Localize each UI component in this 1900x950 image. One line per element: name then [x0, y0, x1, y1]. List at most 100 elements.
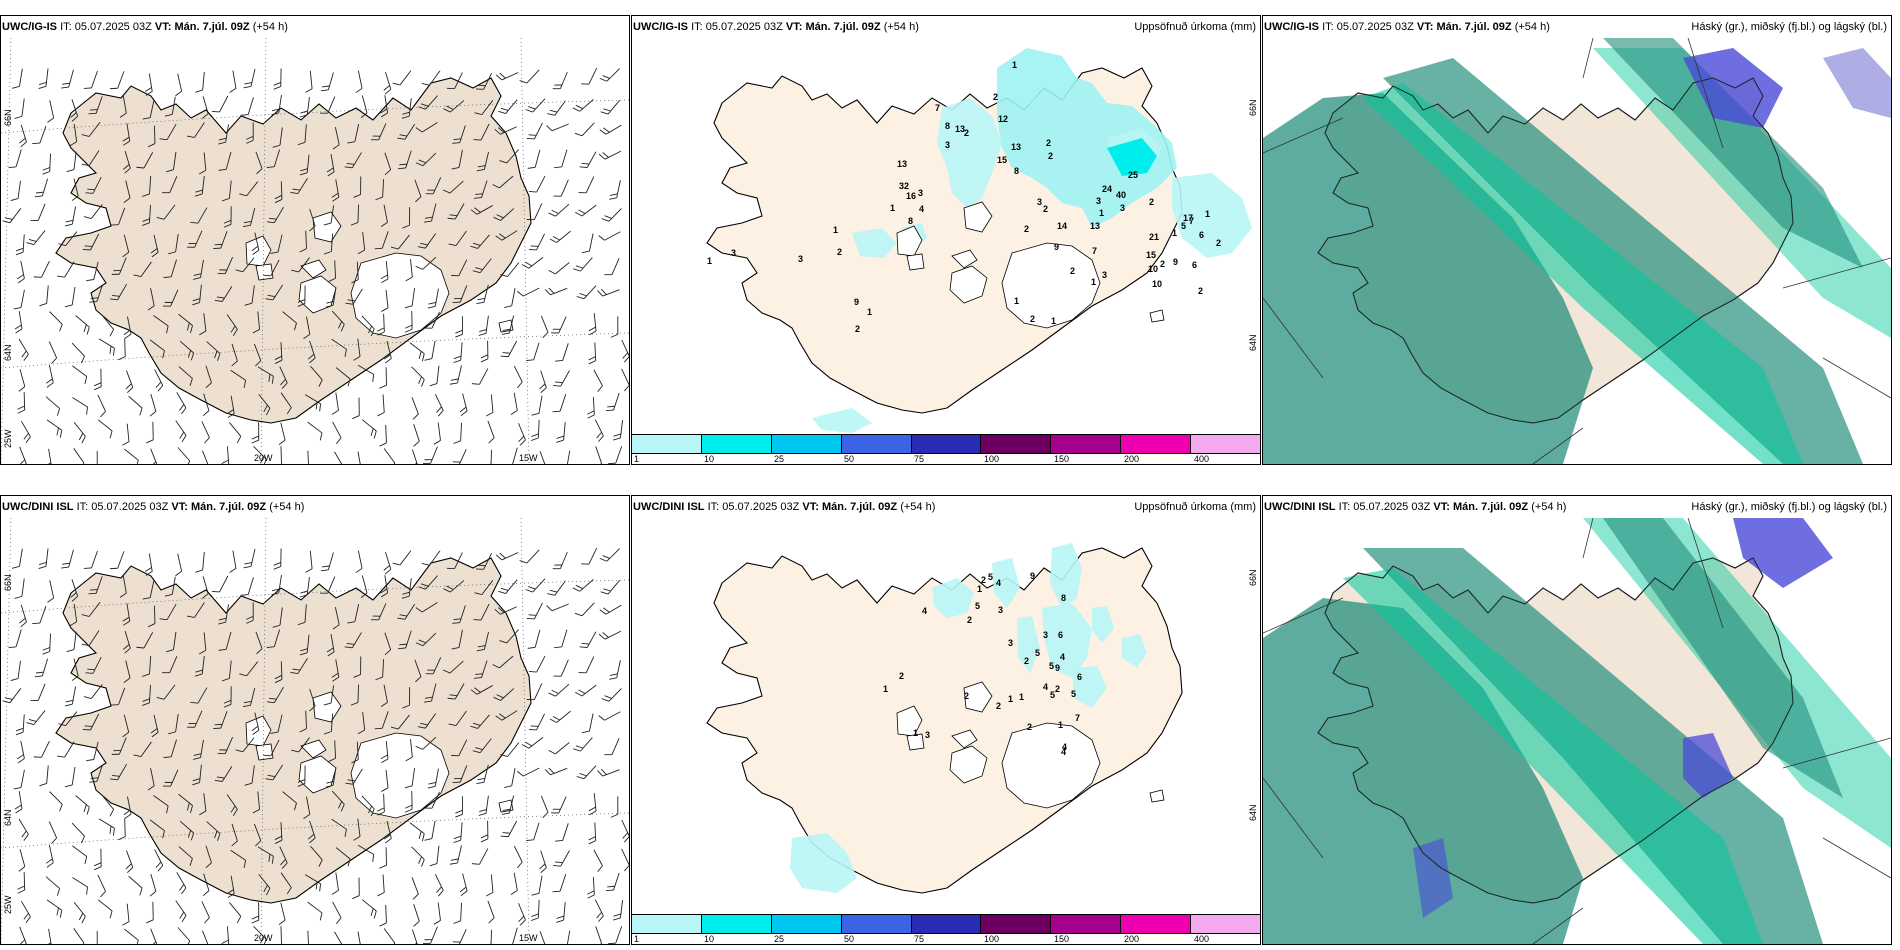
- cloud-map: [1263, 518, 1891, 944]
- precip-value: 5: [1181, 221, 1186, 231]
- cloud-map: [1263, 38, 1891, 464]
- precip-value: 2: [981, 575, 986, 585]
- precip-value: 9: [854, 297, 859, 307]
- precip-value: 2: [1070, 266, 1075, 276]
- colorbar-tick: 25: [774, 454, 785, 464]
- colorbar-swatch: [981, 435, 1052, 453]
- lat-lon-grid: [1, 38, 629, 464]
- precip-value: 3: [1008, 638, 1013, 648]
- colorbar-tick: 10: [704, 934, 715, 944]
- precip-value: 8: [1014, 166, 1019, 176]
- precip-value: 2: [1048, 151, 1053, 161]
- glacier: [312, 691, 342, 723]
- precip-areas: [812, 48, 1252, 433]
- precip-value: 2: [1024, 224, 1029, 234]
- precip-value: 3: [998, 605, 1003, 615]
- colorbar-swatch: [1191, 915, 1260, 933]
- iceland-coastline: [55, 557, 532, 904]
- glacier: [1001, 722, 1101, 809]
- glacier: [896, 225, 923, 257]
- panel-variable-title: Háský (gr.), miðský (fj.bl.) og lágský (…: [1691, 21, 1887, 33]
- precip-colorbar-ticks: 1 10 25 50 75 100 150 200 400: [632, 454, 1260, 464]
- precip-value: 1: [1091, 277, 1096, 287]
- precip-value: 5: [1035, 648, 1040, 658]
- lon-label-25: 25W: [3, 429, 13, 448]
- lon-label-15: 15W: [519, 933, 538, 943]
- glacier: [1149, 789, 1165, 803]
- precip-value: 14: [1057, 221, 1067, 231]
- precip-value: 1: [1051, 316, 1056, 326]
- colorbar-swatch: [771, 435, 842, 453]
- wind-barbs: [2, 67, 629, 464]
- lat-label-64: 64N: [3, 809, 13, 826]
- precip-value: 3: [1096, 196, 1101, 206]
- precip-value: 5: [1050, 690, 1055, 700]
- precip-value: 8: [908, 216, 913, 226]
- glacier: [963, 681, 993, 713]
- colorbar-swatch: [1191, 435, 1260, 453]
- lon-label-20: 20W: [254, 453, 273, 463]
- colorbar-tick: 100: [984, 454, 1000, 464]
- cloud-layers: [1263, 518, 1891, 944]
- precip-value: 1: [1099, 208, 1104, 218]
- precip-value: 2: [996, 701, 1001, 711]
- precip-value: 21: [1149, 232, 1159, 242]
- lat-label-64: 64N: [1248, 334, 1258, 351]
- colorbar-swatch: [1051, 915, 1122, 933]
- precip-value-labels: 1213167231312813158223481322524402333214…: [707, 60, 1221, 334]
- precip-map: 1213167231312813158223481322524402333214…: [706, 48, 1252, 433]
- precip-value: 4: [919, 204, 924, 214]
- precip-value: 4: [1061, 747, 1066, 757]
- lat-label-66: 66N: [3, 109, 13, 126]
- precip-value: 40: [1116, 190, 1126, 200]
- panel-precip-dini: UWC/DINI ISL IT: 05.07.2025 03Z VT: Mán.…: [631, 495, 1261, 945]
- precip-value: 3: [1102, 270, 1107, 280]
- precip-value: 1: [1012, 60, 1017, 70]
- glacier: [245, 715, 272, 747]
- lat-label-66: 66N: [3, 574, 13, 591]
- precip-value: 7: [935, 103, 940, 113]
- lon-label-15: 15W: [519, 453, 538, 463]
- precip-value: 3: [925, 730, 930, 740]
- colorbar-tick: 400: [1194, 934, 1210, 944]
- precip-value: 2: [1043, 204, 1048, 214]
- precip-value: 15: [1146, 250, 1156, 260]
- lon-label-20: 20W: [254, 933, 273, 943]
- precip-value: 12: [998, 114, 1008, 124]
- precip-value: 5: [1049, 661, 1054, 671]
- precip-value: 13: [955, 124, 965, 134]
- panel-variable-title: Háský (gr.), miðský (fj.bl.) og lágský (…: [1691, 501, 1887, 513]
- glacier: [350, 732, 450, 819]
- precip-value: 2: [1024, 656, 1029, 666]
- colorbar-tick: 400: [1194, 454, 1210, 464]
- precip-value: 8: [945, 121, 950, 131]
- precip-value: 2: [899, 671, 904, 681]
- precip-value: 3: [945, 140, 950, 150]
- precip-value: 16: [906, 191, 916, 201]
- colorbar-tick: 50: [844, 934, 855, 944]
- colorbar-swatch: [911, 435, 982, 453]
- precip-value: 2: [1046, 138, 1051, 148]
- colorbar-swatch: [911, 915, 982, 933]
- cloud-layers: [1263, 38, 1891, 464]
- precip-value: 3: [1043, 630, 1048, 640]
- colorbar-swatch: [1121, 435, 1192, 453]
- panel-title: UWC/IG-IS IT: 05.07.2025 03Z VT: Mán. 7.…: [1, 16, 629, 38]
- colorbar-tick: 150: [1054, 934, 1070, 944]
- colorbar-tick: 25: [774, 934, 785, 944]
- colorbar-tick: 1: [634, 934, 640, 944]
- iceland-coastline: [55, 77, 532, 424]
- precip-value: 1: [833, 225, 838, 235]
- precip-value: 5: [988, 572, 993, 582]
- precip-value: 2: [967, 615, 972, 625]
- precip-value: 2: [1027, 722, 1032, 732]
- precip-value: 9: [1173, 257, 1178, 267]
- precip-value: 4: [1060, 652, 1065, 662]
- precip-value: 1: [913, 728, 918, 738]
- precip-value: 15: [997, 155, 1007, 165]
- glacier: [949, 745, 988, 784]
- precip-value: 4: [1043, 682, 1048, 692]
- colorbar-swatch: [632, 915, 702, 933]
- colorbar-swatch: [701, 435, 772, 453]
- precip-value: 3: [1037, 197, 1042, 207]
